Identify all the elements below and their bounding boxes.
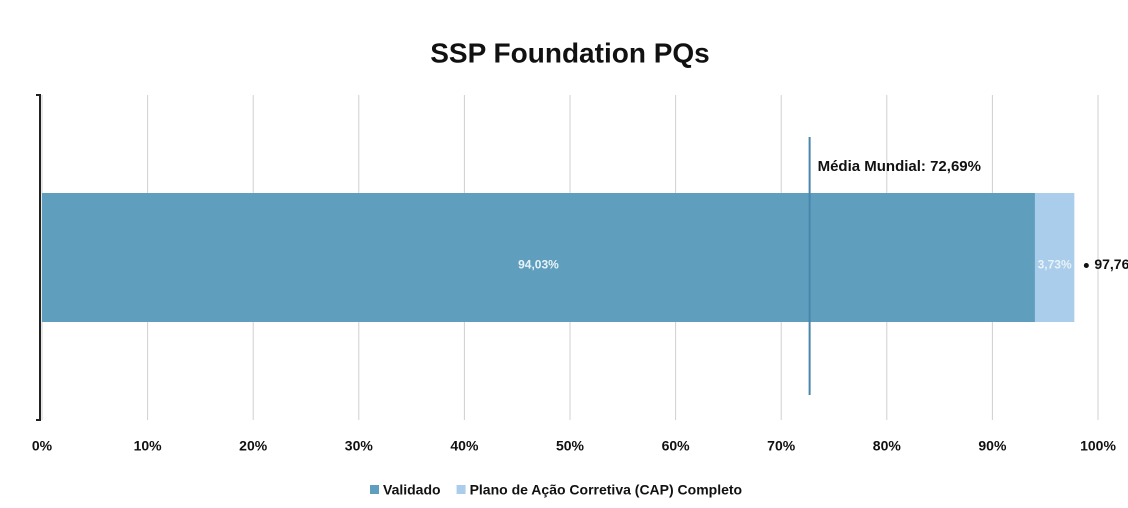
x-tick-label: 60% bbox=[662, 438, 691, 454]
bar bbox=[1034, 193, 1075, 322]
legend-swatch bbox=[370, 485, 379, 494]
chart-title: SSP Foundation PQs bbox=[430, 37, 710, 68]
legend-swatch bbox=[456, 485, 466, 494]
legend-label: Validado bbox=[383, 482, 441, 498]
x-tick-label: 10% bbox=[134, 438, 163, 454]
x-tick-label: 80% bbox=[873, 438, 902, 454]
total-label: 97,76 bbox=[1094, 256, 1128, 272]
data-label: 3,73% bbox=[1038, 258, 1072, 272]
x-tick-label: 0% bbox=[32, 438, 53, 454]
bar bbox=[42, 193, 1035, 322]
x-tick-label: 30% bbox=[345, 438, 374, 454]
x-tick-label: 20% bbox=[239, 438, 268, 454]
x-tick-label: 40% bbox=[450, 438, 479, 454]
total-marker bbox=[1083, 263, 1089, 268]
data-label: 94,03% bbox=[518, 258, 559, 272]
x-tick-label: 90% bbox=[978, 438, 1007, 454]
x-tick-label: 100% bbox=[1080, 438, 1116, 454]
reference-label: Média Mundial: 72,69% bbox=[818, 158, 981, 175]
legend-label: Plano de Ação Corretiva (CAP) Completo bbox=[470, 482, 743, 498]
x-tick-label: 70% bbox=[767, 438, 796, 454]
axis bbox=[36, 94, 41, 421]
x-tick-label: 50% bbox=[556, 438, 585, 454]
